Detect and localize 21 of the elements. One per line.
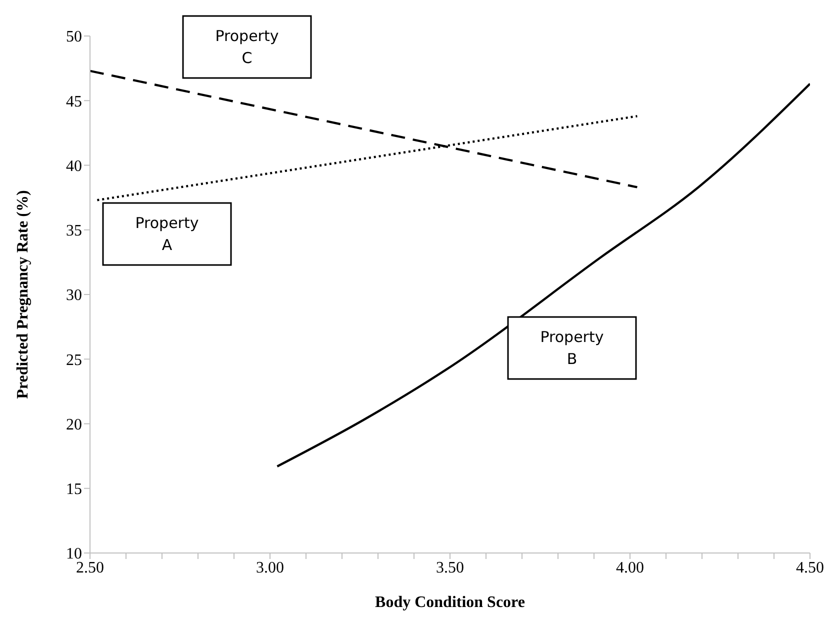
- annotation: Property C: [215, 27, 279, 67]
- y-axis-title: Predicted Pregnancy Rate (%): [14, 190, 32, 399]
- y-tick-label: 30: [66, 287, 82, 304]
- text-box: Property A: [102, 202, 232, 266]
- y-tick-label: 50: [66, 28, 82, 46]
- y-tick-label: 25: [66, 352, 82, 369]
- x-tick-label: 3.00: [256, 559, 284, 576]
- x-axis-title: Body Condition Score: [375, 594, 525, 611]
- x-tick-label: 4.00: [616, 559, 644, 576]
- annotation: Property A: [135, 214, 199, 254]
- y-tick-label: 35: [66, 222, 82, 240]
- x-tick-label: 3.50: [436, 559, 464, 576]
- annotation: Property B: [540, 328, 604, 368]
- y-tick-label: 15: [66, 481, 82, 498]
- x-tick-label: 4.50: [796, 559, 824, 576]
- y-tick-label: 45: [66, 93, 82, 110]
- text-box: Property C: [182, 15, 312, 79]
- y-tick-label: 20: [66, 416, 82, 434]
- y-tick-label: 40: [66, 158, 82, 175]
- line-series: [276, 82, 810, 468]
- text-box: Property B: [507, 316, 637, 380]
